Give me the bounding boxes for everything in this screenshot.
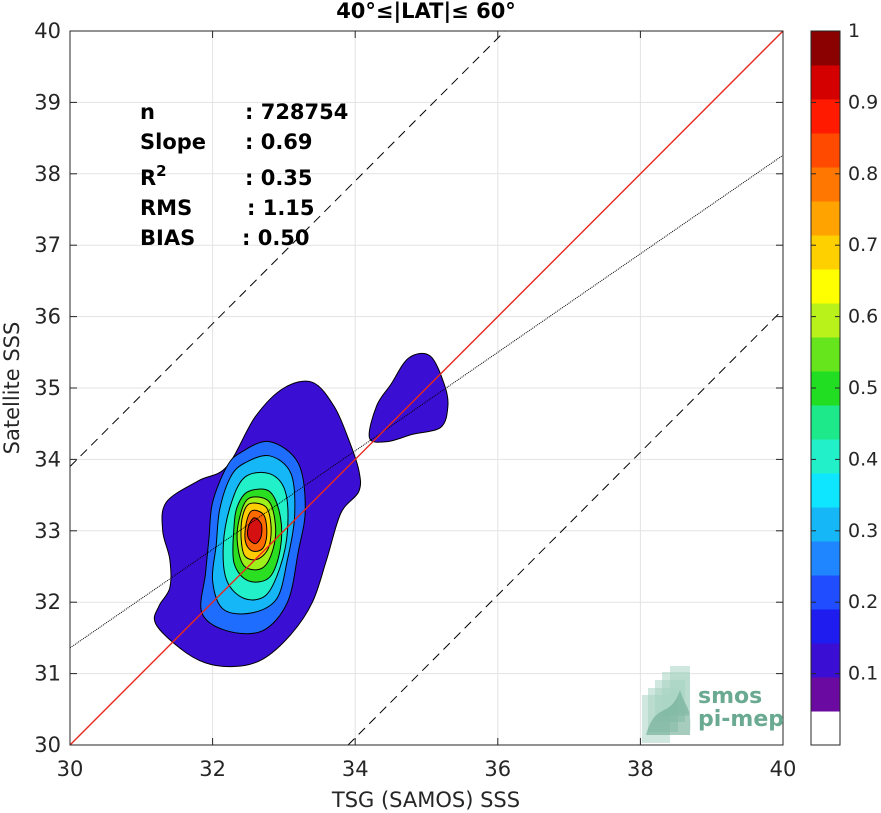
- y-tick-label: 31: [34, 662, 61, 686]
- stat-value-n: : 728754: [245, 100, 348, 124]
- y-tick-label: 40: [34, 19, 61, 43]
- y-tick-label: 32: [34, 590, 61, 614]
- x-tick-label: 36: [484, 757, 511, 781]
- lower-bound-dashed-line: [347, 309, 784, 746]
- colorbar-tick-label: 0.4: [848, 448, 878, 470]
- colorbar-tick-label: 0.3: [848, 520, 878, 542]
- x-tick-label: 32: [199, 757, 226, 781]
- density-contour-0.9: [246, 517, 263, 545]
- colorbar-tick-label: 0.6: [848, 306, 878, 328]
- stat-value-r: : 0.35: [245, 166, 313, 190]
- colorbar: 0.1 0.2 0.3 0.4 0.5 0.6 0.7 0.8 0.9 1: [810, 20, 878, 746]
- chart-title: 40°≤|LAT|≤ 60°: [336, 0, 516, 24]
- colorbar-segment: [811, 337, 840, 372]
- colorbar-segment: [811, 541, 840, 576]
- x-tick-label: 30: [57, 757, 84, 781]
- colorbar-tick-label: 0.9: [848, 91, 878, 113]
- x-axis-label: TSG (SAMOS) SSS: [331, 788, 520, 812]
- stat-value-slope: : 0.69: [245, 130, 313, 154]
- colorbar-segment: [811, 133, 840, 168]
- identity-line: [69, 30, 784, 746]
- colorbar-segment: [811, 201, 840, 236]
- colorbar-segment: [811, 575, 840, 610]
- colorbar-segment: [811, 507, 840, 542]
- colorbar-segment: [811, 167, 840, 202]
- colorbar-segment: [811, 235, 840, 270]
- colorbar-tick-label: 0.1: [848, 663, 878, 685]
- colorbar-tick-label: 0.8: [848, 163, 878, 185]
- colorbar-segment: [811, 99, 840, 134]
- colorbar-segment: [811, 65, 840, 100]
- x-tick-label: 34: [342, 757, 369, 781]
- y-tick-label: 36: [34, 305, 61, 329]
- density-contours: [153, 352, 449, 668]
- colorbar-tick-label: 1: [848, 20, 860, 42]
- upper-bound-dashed-line: [69, 30, 506, 467]
- axes: 30 32 34 36 38 40 30 31 32 33 34 35 36 37 38 39 40: [34, 19, 796, 781]
- reference-lines: [69, 30, 784, 746]
- stat-label-n: n: [140, 100, 155, 124]
- colorbar-segment: [811, 405, 840, 440]
- colorbar-tick-label: 0.5: [848, 377, 878, 399]
- y-tick-label: 35: [34, 376, 61, 400]
- y-tick-label: 37: [34, 233, 61, 257]
- colorbar-segment: [811, 473, 840, 508]
- regression-fit-line: [69, 154, 784, 649]
- colorbar-segment: [811, 711, 840, 746]
- colorbar-segment: [811, 609, 840, 644]
- stat-label-bias: BIAS: [140, 226, 195, 250]
- x-tick-label: 38: [627, 757, 654, 781]
- logo-text-smos: smos: [698, 684, 762, 709]
- stat-label-rms: RMS: [140, 196, 192, 220]
- y-axis-label: Satellite SSS: [0, 322, 24, 455]
- stat-value-bias: : 0.50: [242, 226, 310, 250]
- y-tick-label: 38: [34, 162, 61, 186]
- colorbar-segment: [811, 677, 840, 712]
- colorbar-tick-label: 0.7: [848, 234, 878, 256]
- colorbar-segment: [811, 31, 840, 66]
- colorbar-segment: [811, 439, 840, 474]
- y-tick-label: 33: [34, 519, 61, 543]
- colorbar-tick-label: 0.2: [848, 591, 878, 613]
- y-tick-label: 39: [34, 90, 61, 114]
- stat-value-rms: : 1.15: [247, 196, 315, 220]
- colorbar-segment: [811, 269, 840, 304]
- colorbar-segment: [811, 643, 840, 678]
- logo-wave-shape: [646, 690, 691, 735]
- stat-label-superscript: 2: [156, 162, 166, 180]
- y-tick-label: 30: [34, 733, 61, 757]
- y-tick-label: 34: [34, 447, 61, 471]
- logo-text-pi-mep: pi-mep: [698, 707, 784, 732]
- x-tick-label: 40: [770, 757, 797, 781]
- stat-label-slope: Slope: [140, 130, 206, 154]
- density-contour-0.1: [368, 352, 449, 443]
- colorbar-segment: [811, 303, 840, 338]
